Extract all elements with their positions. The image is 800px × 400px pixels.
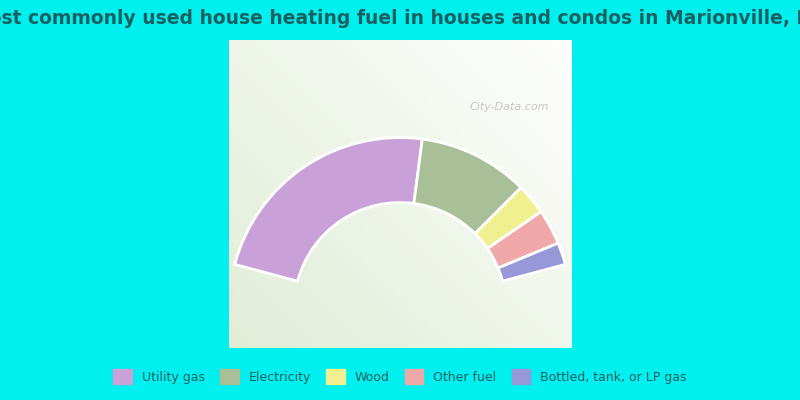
Wedge shape [475, 188, 541, 248]
Wedge shape [414, 139, 521, 234]
Wedge shape [498, 243, 566, 281]
Wedge shape [234, 138, 422, 281]
Wedge shape [487, 212, 558, 268]
Text: City-Data.com: City-Data.com [470, 102, 550, 112]
Text: Most commonly used house heating fuel in houses and condos in Marionville, MO: Most commonly used house heating fuel in… [0, 8, 800, 28]
Legend: Utility gas, Electricity, Wood, Other fuel, Bottled, tank, or LP gas: Utility gas, Electricity, Wood, Other fu… [107, 363, 693, 390]
